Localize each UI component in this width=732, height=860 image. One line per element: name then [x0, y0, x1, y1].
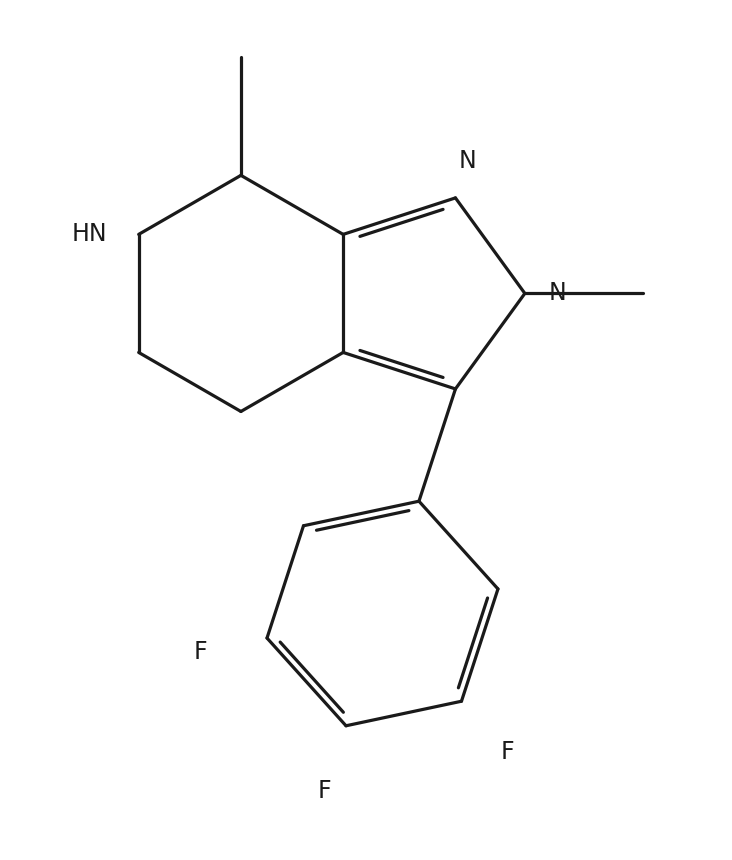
Text: F: F: [318, 779, 332, 803]
Text: F: F: [501, 740, 514, 765]
Text: F: F: [193, 641, 207, 664]
Text: N: N: [459, 149, 477, 173]
Text: HN: HN: [71, 223, 107, 246]
Text: N: N: [549, 281, 567, 305]
